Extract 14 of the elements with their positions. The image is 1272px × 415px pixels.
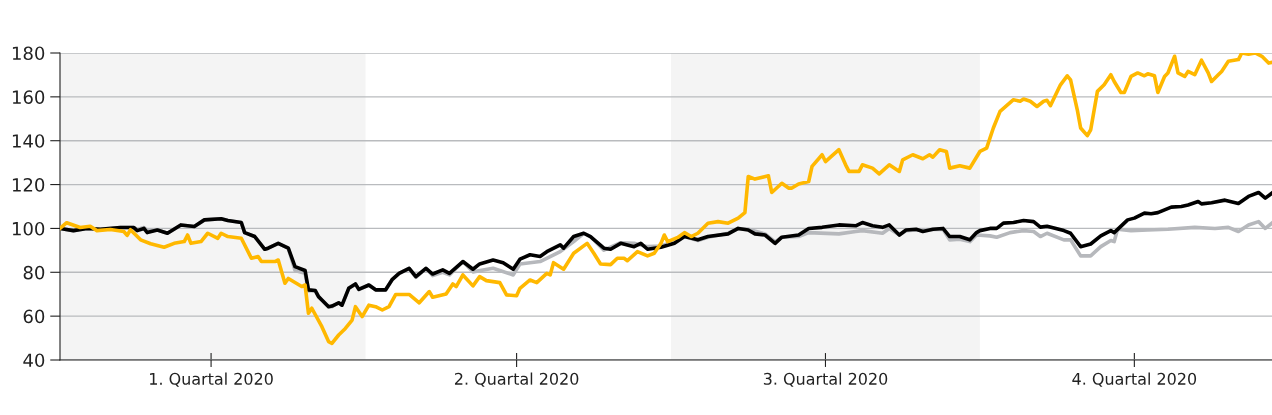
y-tick-label: 120 <box>12 178 45 192</box>
line-series <box>60 53 1272 346</box>
y-tick-label: 140 <box>12 134 45 148</box>
x-tick-label: 3. Quartal 2020 <box>763 372 888 387</box>
y-tick-label: 180 <box>12 46 45 61</box>
x-tick-label: 2. Quartal 2020 <box>454 372 579 387</box>
y-tick-label: 100 <box>12 221 45 236</box>
y-tick-label: 40 <box>23 353 45 368</box>
x-tick-label: 1. Quartal 2020 <box>150 372 273 387</box>
y-tick-label: 160 <box>12 90 45 104</box>
line-series <box>60 190 1272 309</box>
y-tick-label: 80 <box>23 265 45 280</box>
y-tick-label: 60 <box>23 309 45 324</box>
x-tick-label: 4. Quartal 2020 <box>1072 372 1197 387</box>
